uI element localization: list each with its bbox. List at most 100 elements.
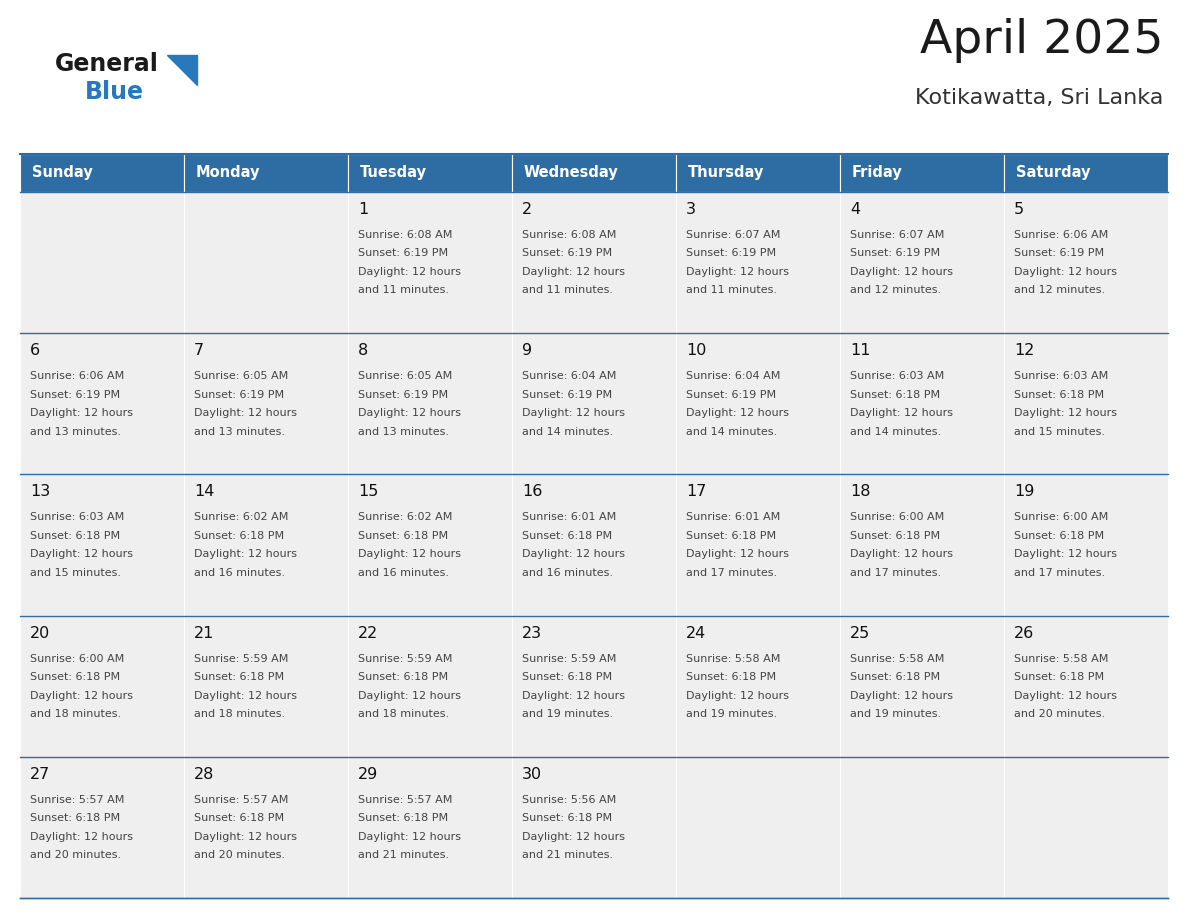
Text: Sunrise: 6:01 AM: Sunrise: 6:01 AM: [685, 512, 781, 522]
Text: Daylight: 12 hours: Daylight: 12 hours: [1015, 409, 1117, 419]
Text: Sunrise: 6:00 AM: Sunrise: 6:00 AM: [849, 512, 944, 522]
Text: Sunset: 6:18 PM: Sunset: 6:18 PM: [358, 672, 448, 682]
Bar: [512, 616, 676, 756]
Text: 14: 14: [194, 485, 214, 499]
Bar: [1004, 154, 1168, 192]
Text: Sunrise: 6:08 AM: Sunrise: 6:08 AM: [358, 230, 453, 240]
Bar: [512, 154, 676, 192]
Bar: [184, 333, 348, 475]
Text: and 18 minutes.: and 18 minutes.: [358, 709, 449, 719]
Text: Sunset: 6:18 PM: Sunset: 6:18 PM: [194, 813, 284, 823]
Text: 2: 2: [522, 202, 532, 217]
Text: Sunrise: 6:03 AM: Sunrise: 6:03 AM: [1015, 371, 1108, 381]
Text: Daylight: 12 hours: Daylight: 12 hours: [30, 409, 133, 419]
Bar: [676, 756, 840, 898]
Text: and 19 minutes.: and 19 minutes.: [849, 709, 941, 719]
Text: Sunrise: 6:07 AM: Sunrise: 6:07 AM: [849, 230, 944, 240]
Text: Daylight: 12 hours: Daylight: 12 hours: [685, 690, 789, 700]
Text: 19: 19: [1015, 485, 1035, 499]
Text: 11: 11: [849, 343, 871, 358]
Bar: [1004, 192, 1168, 333]
Bar: [512, 475, 676, 616]
Text: and 21 minutes.: and 21 minutes.: [522, 850, 613, 860]
Text: Sunset: 6:18 PM: Sunset: 6:18 PM: [1015, 531, 1104, 541]
Text: 16: 16: [522, 485, 543, 499]
Text: Daylight: 12 hours: Daylight: 12 hours: [194, 409, 297, 419]
Text: Sunset: 6:18 PM: Sunset: 6:18 PM: [358, 531, 448, 541]
Bar: [348, 756, 512, 898]
Text: Sunset: 6:18 PM: Sunset: 6:18 PM: [685, 672, 776, 682]
Text: April 2025: April 2025: [920, 18, 1163, 63]
Text: Daylight: 12 hours: Daylight: 12 hours: [1015, 690, 1117, 700]
Text: Sunrise: 5:58 AM: Sunrise: 5:58 AM: [685, 654, 781, 664]
Text: Daylight: 12 hours: Daylight: 12 hours: [358, 549, 461, 559]
Text: and 19 minutes.: and 19 minutes.: [685, 709, 777, 719]
Text: 7: 7: [194, 343, 204, 358]
Text: Sunrise: 6:03 AM: Sunrise: 6:03 AM: [849, 371, 944, 381]
Text: Blue: Blue: [86, 80, 144, 104]
Text: Daylight: 12 hours: Daylight: 12 hours: [358, 267, 461, 277]
Text: and 11 minutes.: and 11 minutes.: [685, 285, 777, 296]
Text: 29: 29: [358, 767, 378, 782]
Text: Sunrise: 5:58 AM: Sunrise: 5:58 AM: [1015, 654, 1108, 664]
Text: 24: 24: [685, 625, 706, 641]
Bar: [512, 192, 676, 333]
Bar: [348, 333, 512, 475]
Bar: [20, 154, 184, 192]
Text: and 17 minutes.: and 17 minutes.: [1015, 568, 1105, 578]
Text: Sunrise: 5:59 AM: Sunrise: 5:59 AM: [194, 654, 289, 664]
Polygon shape: [168, 55, 197, 85]
Text: Sunset: 6:18 PM: Sunset: 6:18 PM: [30, 813, 120, 823]
Text: and 16 minutes.: and 16 minutes.: [522, 568, 613, 578]
Text: Sunset: 6:18 PM: Sunset: 6:18 PM: [1015, 672, 1104, 682]
Bar: [676, 616, 840, 756]
Text: General: General: [55, 52, 159, 76]
Text: Sunrise: 5:59 AM: Sunrise: 5:59 AM: [522, 654, 617, 664]
Bar: [676, 154, 840, 192]
Bar: [840, 333, 1004, 475]
Text: and 14 minutes.: and 14 minutes.: [685, 427, 777, 437]
Text: 5: 5: [1015, 202, 1024, 217]
Text: Sunrise: 5:57 AM: Sunrise: 5:57 AM: [358, 795, 453, 805]
Text: and 14 minutes.: and 14 minutes.: [522, 427, 613, 437]
Text: Sunset: 6:18 PM: Sunset: 6:18 PM: [30, 672, 120, 682]
Text: 25: 25: [849, 625, 871, 641]
Text: Daylight: 12 hours: Daylight: 12 hours: [522, 267, 625, 277]
Bar: [1004, 333, 1168, 475]
Text: and 21 minutes.: and 21 minutes.: [358, 850, 449, 860]
Text: 15: 15: [358, 485, 378, 499]
Text: Sunrise: 5:59 AM: Sunrise: 5:59 AM: [358, 654, 453, 664]
Text: Daylight: 12 hours: Daylight: 12 hours: [849, 267, 953, 277]
Text: Daylight: 12 hours: Daylight: 12 hours: [685, 409, 789, 419]
Text: Sunset: 6:18 PM: Sunset: 6:18 PM: [1015, 390, 1104, 399]
Text: Sunset: 6:19 PM: Sunset: 6:19 PM: [685, 390, 776, 399]
Text: Sunset: 6:18 PM: Sunset: 6:18 PM: [358, 813, 448, 823]
Bar: [348, 475, 512, 616]
Text: Daylight: 12 hours: Daylight: 12 hours: [30, 549, 133, 559]
Text: Sunset: 6:19 PM: Sunset: 6:19 PM: [30, 390, 120, 399]
Text: Daylight: 12 hours: Daylight: 12 hours: [522, 690, 625, 700]
Text: Daylight: 12 hours: Daylight: 12 hours: [522, 549, 625, 559]
Text: Daylight: 12 hours: Daylight: 12 hours: [849, 690, 953, 700]
Text: Daylight: 12 hours: Daylight: 12 hours: [1015, 267, 1117, 277]
Text: Sunrise: 5:56 AM: Sunrise: 5:56 AM: [522, 795, 617, 805]
Bar: [348, 192, 512, 333]
Bar: [348, 154, 512, 192]
Text: Daylight: 12 hours: Daylight: 12 hours: [30, 832, 133, 842]
Text: Daylight: 12 hours: Daylight: 12 hours: [358, 832, 461, 842]
Text: 27: 27: [30, 767, 50, 782]
Text: Daylight: 12 hours: Daylight: 12 hours: [194, 690, 297, 700]
Text: and 20 minutes.: and 20 minutes.: [1015, 709, 1105, 719]
Text: and 15 minutes.: and 15 minutes.: [1015, 427, 1105, 437]
Text: 9: 9: [522, 343, 532, 358]
Text: Daylight: 12 hours: Daylight: 12 hours: [1015, 549, 1117, 559]
Text: Sunrise: 6:00 AM: Sunrise: 6:00 AM: [1015, 512, 1108, 522]
Text: Sunset: 6:19 PM: Sunset: 6:19 PM: [685, 249, 776, 259]
Text: Daylight: 12 hours: Daylight: 12 hours: [522, 832, 625, 842]
Text: and 15 minutes.: and 15 minutes.: [30, 568, 121, 578]
Bar: [840, 756, 1004, 898]
Bar: [184, 192, 348, 333]
Text: 3: 3: [685, 202, 696, 217]
Text: Sunset: 6:18 PM: Sunset: 6:18 PM: [522, 672, 612, 682]
Text: 23: 23: [522, 625, 542, 641]
